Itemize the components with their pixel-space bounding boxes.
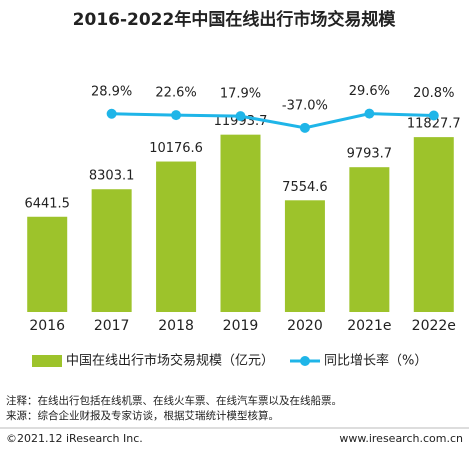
x-tick-label: 2017: [94, 318, 130, 334]
line-point: [106, 108, 117, 119]
line-point: [299, 122, 310, 133]
bar-label: 7554.6: [282, 180, 328, 195]
legend-swatch: [32, 355, 62, 367]
legend-label: 同比增长率（%）: [324, 353, 427, 369]
line: [111, 112, 434, 130]
bar-label: 8303.1: [89, 169, 135, 184]
bar: [91, 189, 132, 312]
line-point: [364, 108, 375, 119]
x-tick-label: 2020: [287, 318, 323, 334]
bar-label: 11827.7: [407, 117, 461, 132]
footer-left: ©2021.12 iResearch Inc.: [6, 432, 143, 445]
line-point: [235, 111, 246, 122]
x-tick-label: 2021e: [347, 318, 391, 334]
x-tick-label: 2016: [29, 318, 65, 334]
bar: [27, 216, 68, 312]
chart-title: 2016-2022年中国在线出行市场交易规模: [73, 9, 397, 30]
bar-label: 9793.7: [347, 147, 393, 162]
bar: [284, 200, 325, 312]
bar-label: 10176.6: [149, 141, 203, 156]
line-point: [428, 110, 439, 121]
note: 注释：在线出行包括在线机票、在线火车票、在线汽车票以及在线船票。: [6, 394, 342, 407]
legend-swatch: [300, 356, 310, 366]
line-label: 22.6%: [155, 86, 196, 101]
line-label: 28.9%: [91, 84, 132, 99]
x-tick-label: 2018: [158, 318, 194, 334]
line-label: 29.6%: [349, 84, 390, 99]
bar: [349, 167, 390, 312]
line-point: [171, 110, 182, 121]
bar-label: 6441.5: [24, 196, 70, 211]
x-tick-label: 2019: [223, 318, 259, 334]
line-label: 20.8%: [413, 86, 454, 101]
bar: [220, 134, 261, 312]
bar: [413, 137, 454, 312]
line-label: -37.0%: [282, 98, 328, 113]
line-label: 17.9%: [220, 87, 261, 102]
x-tick-label: 2022e: [412, 318, 456, 334]
footer-right: www.iresearch.com.cn: [339, 432, 463, 445]
bar: [156, 161, 197, 312]
note: 来源：综合企业财报及专家访谈，根据艾瑞统计模型核算。: [6, 409, 279, 422]
legend-label: 中国在线出行市场交易规模（亿元）: [66, 353, 274, 369]
